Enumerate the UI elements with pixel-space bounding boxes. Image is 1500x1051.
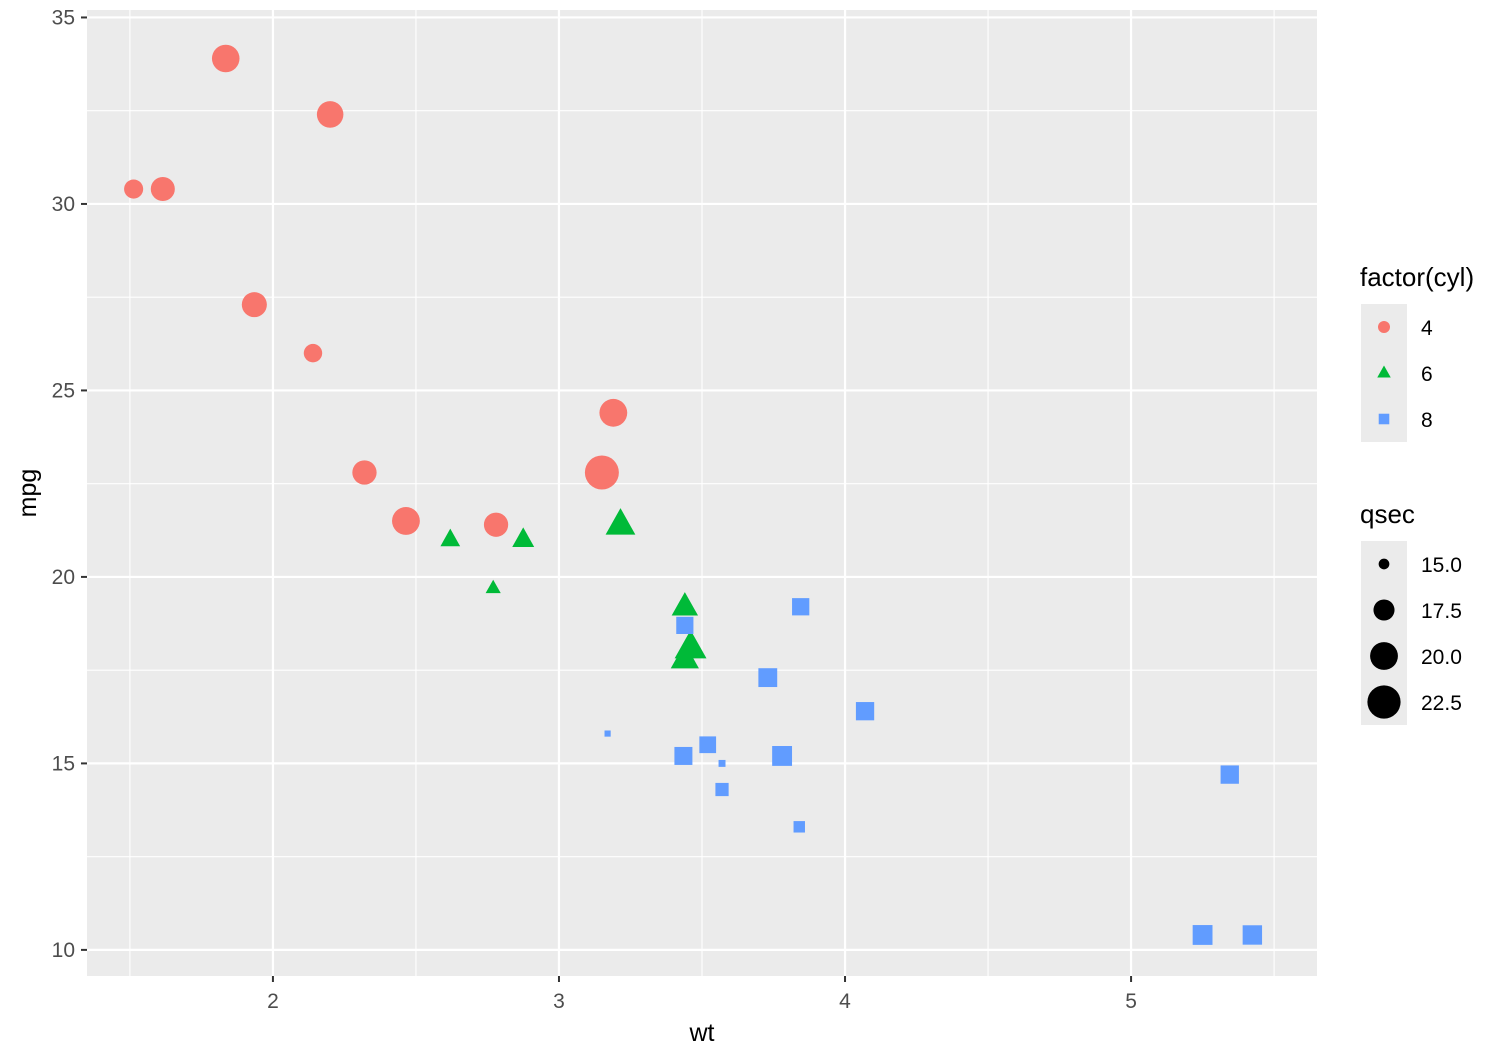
x-tick-label: 2 [267,990,279,1013]
x-tick-label: 3 [553,990,565,1013]
data-point-cyl-8 [1243,925,1262,944]
data-point-cyl-8 [715,783,728,796]
legend-key-qsec [1367,685,1400,718]
data-point-cyl-8 [758,668,777,687]
legend-qsec-label: 22.5 [1421,692,1462,715]
legend-qsec-label: 17.5 [1421,600,1462,623]
data-point-cyl-8 [674,747,692,765]
x-axis: 2 3 4 5 [267,976,1137,1013]
legend-key-qsec [1379,559,1390,570]
legend-key-qsec [1370,642,1398,670]
y-tick-label: 10 [52,939,75,962]
data-point-cyl-4 [212,45,240,73]
data-point-cyl-8 [772,746,792,766]
legend-cyl-title: factor(cyl) [1360,262,1474,292]
legend-cyl: factor(cyl) 4 6 8 [1360,262,1474,442]
x-axis-title: wt [689,1019,715,1047]
data-point-cyl-8 [676,617,693,634]
data-point-cyl-4 [242,292,267,317]
data-point-cyl-4 [317,101,344,128]
y-tick-label: 25 [52,379,75,402]
data-point-cyl-4 [599,399,627,427]
data-point-cyl-4 [484,513,508,537]
data-point-cyl-4 [124,179,143,198]
data-point-cyl-4 [585,455,619,489]
legend-cyl-label: 4 [1421,317,1433,340]
y-tick-label: 15 [52,752,75,775]
data-point-cyl-4 [304,344,322,362]
data-point-cyl-8 [699,736,716,753]
y-tick-label: 30 [52,193,75,216]
y-axis: 10 15 20 25 30 35 [52,6,87,961]
data-point-cyl-4 [392,507,420,535]
y-tick-label: 35 [52,6,75,29]
legend-cyl-label: 6 [1421,363,1433,386]
data-point-cyl-8 [1221,765,1239,783]
legend-cyl-label: 8 [1421,409,1433,432]
data-point-cyl-4 [352,460,376,484]
data-point-cyl-8 [1193,925,1213,945]
data-point-cyl-8 [792,598,809,615]
x-tick-label: 5 [1125,990,1137,1013]
data-point-cyl-8 [605,730,611,736]
data-point-cyl-8 [719,760,726,767]
x-tick-label: 4 [839,990,851,1013]
legend-key-cyl-8 [1379,414,1390,425]
legend-qsec: qsec 15.0 17.5 20.0 22.5 [1360,499,1462,725]
legend-key-cyl-4 [1378,321,1390,333]
legend-qsec-label: 15.0 [1421,554,1462,577]
legend-key-qsec [1373,599,1394,620]
data-point-cyl-8 [794,821,805,832]
y-tick-label: 20 [52,566,75,589]
y-axis-title: mpg [14,469,42,518]
data-point-cyl-8 [856,702,874,720]
data-point-cyl-4 [151,177,175,201]
legend-qsec-label: 20.0 [1421,646,1462,669]
legend-qsec-title: qsec [1360,499,1415,529]
